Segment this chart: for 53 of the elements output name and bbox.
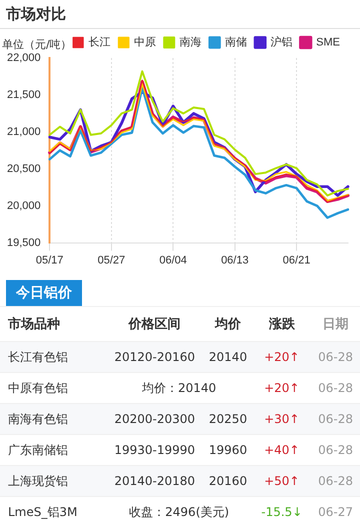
legend-label: 南海 [180,36,202,49]
text: 06-28 [317,474,354,488]
text: 收盘：2496(美元) [128,504,230,520]
text: 涨跌 [268,316,296,333]
text: +20↑ [263,381,300,395]
x-tick-label: 06/13 [221,254,249,266]
text: 20160 [208,474,248,488]
text: 20200-20300 [113,412,196,426]
text: +20↑ [263,350,300,364]
legend-label: 沪铝 [270,36,293,49]
legend-label: SME [316,36,340,49]
text: 06-28 [317,350,354,364]
text: -15.5↓ [260,505,304,519]
text: 均价：20140 [141,380,218,396]
text: 06-27 [317,505,354,519]
text: LmeS_铝3M [7,504,78,520]
text: 20140 [208,350,248,364]
text: 广东南储铝 [7,442,69,458]
text: 均价 [214,316,242,333]
text: +30↑ [263,412,300,426]
x-tick-label: 05/17 [36,254,64,266]
x-tick-label: 05/27 [98,254,126,266]
text: 上海现货铝 [7,472,69,490]
legend-label: 南储 [225,36,248,49]
text: 06-28 [317,412,354,426]
text: 今日铝价 [6,280,82,306]
text: 20120-20160 [113,350,196,364]
text: 20250 [208,412,248,426]
text: 市场品种 [7,316,61,333]
text: 南海有色铝 [7,410,69,428]
text: 19930-19990 [113,443,196,457]
legend-label: 长江 [88,36,111,49]
y-tick-label: 21,500 [6,88,41,101]
y-tick-label: 19,500 [6,236,41,249]
legend-label: 中原 [134,36,156,49]
text: 长江有色铝 [7,348,69,366]
y-tick-label: 21,000 [6,126,41,138]
text: 中原有色铝 [7,380,69,396]
x-tick-label: 06/04 [159,254,187,266]
text: 20140-20180 [113,474,196,488]
y-tick-label: 20,500 [6,162,41,175]
y-tick-label: 22,000 [6,52,41,64]
text: +50↑ [263,474,300,488]
x-tick-label: 06/21 [282,254,310,266]
text: 日期 [322,316,350,333]
text: 06-28 [317,381,354,395]
y-tick-label: 20,000 [6,200,41,212]
text: 19960 [208,443,248,457]
text: +40↑ [263,443,300,457]
text: 06-28 [317,443,354,457]
text: 价格区间 [127,316,182,333]
chart-title: 市场对比 [0,0,360,29]
y-axis-title: 单位（元/吨） [2,37,72,52]
